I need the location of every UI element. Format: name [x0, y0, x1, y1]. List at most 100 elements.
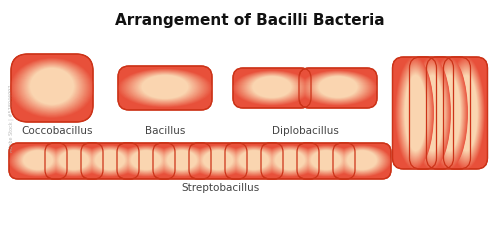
FancyBboxPatch shape — [11, 54, 93, 122]
Ellipse shape — [192, 147, 244, 175]
Ellipse shape — [436, 70, 462, 156]
Ellipse shape — [342, 149, 382, 172]
Ellipse shape — [15, 147, 61, 174]
Ellipse shape — [310, 74, 366, 101]
Ellipse shape — [453, 70, 479, 156]
Ellipse shape — [136, 74, 194, 101]
Ellipse shape — [134, 73, 196, 102]
Text: Bacillus: Bacillus — [145, 126, 185, 136]
Ellipse shape — [449, 62, 482, 164]
Ellipse shape — [161, 148, 203, 173]
Ellipse shape — [59, 150, 89, 170]
FancyBboxPatch shape — [261, 143, 319, 179]
Ellipse shape — [308, 149, 344, 171]
Ellipse shape — [268, 148, 312, 173]
Ellipse shape — [120, 146, 172, 175]
Ellipse shape — [200, 149, 236, 171]
Ellipse shape — [418, 68, 446, 158]
Ellipse shape — [127, 71, 203, 104]
Ellipse shape — [195, 147, 241, 174]
Text: Coccobacillus: Coccobacillus — [21, 126, 93, 136]
Ellipse shape — [20, 149, 57, 172]
Ellipse shape — [310, 150, 342, 170]
Ellipse shape — [23, 150, 53, 170]
Ellipse shape — [235, 71, 309, 105]
Ellipse shape — [198, 148, 238, 172]
Ellipse shape — [136, 73, 194, 101]
Ellipse shape — [262, 146, 318, 176]
Ellipse shape — [128, 149, 164, 171]
Ellipse shape — [450, 63, 482, 163]
Ellipse shape — [95, 150, 125, 170]
Ellipse shape — [90, 148, 130, 172]
FancyBboxPatch shape — [299, 68, 377, 108]
Ellipse shape — [430, 59, 467, 167]
Ellipse shape — [430, 58, 468, 168]
Ellipse shape — [124, 148, 168, 173]
Ellipse shape — [245, 74, 299, 101]
Ellipse shape — [84, 147, 136, 175]
Ellipse shape — [122, 70, 208, 106]
Ellipse shape — [22, 64, 82, 110]
Ellipse shape — [232, 147, 276, 174]
Ellipse shape — [228, 146, 280, 175]
Ellipse shape — [341, 148, 383, 173]
Ellipse shape — [158, 147, 206, 175]
Ellipse shape — [200, 149, 236, 172]
Ellipse shape — [154, 146, 210, 176]
Ellipse shape — [25, 65, 79, 108]
Ellipse shape — [252, 76, 292, 98]
Ellipse shape — [26, 66, 78, 107]
FancyBboxPatch shape — [118, 66, 212, 110]
Ellipse shape — [297, 145, 355, 177]
Ellipse shape — [82, 145, 138, 176]
Ellipse shape — [401, 68, 429, 158]
Ellipse shape — [334, 145, 390, 176]
Ellipse shape — [306, 149, 346, 172]
Ellipse shape — [266, 147, 314, 175]
Ellipse shape — [433, 64, 465, 162]
Ellipse shape — [192, 146, 244, 175]
Ellipse shape — [20, 63, 84, 112]
Ellipse shape — [339, 147, 385, 174]
Ellipse shape — [162, 149, 202, 172]
Ellipse shape — [414, 62, 449, 164]
Ellipse shape — [303, 72, 373, 104]
Text: Streptobacillus: Streptobacillus — [181, 183, 259, 193]
Ellipse shape — [160, 147, 204, 174]
Ellipse shape — [196, 148, 240, 173]
Ellipse shape — [133, 73, 197, 102]
Ellipse shape — [243, 73, 301, 102]
Ellipse shape — [398, 62, 432, 164]
Ellipse shape — [314, 75, 362, 100]
Ellipse shape — [131, 150, 161, 170]
Ellipse shape — [451, 66, 481, 160]
Ellipse shape — [311, 74, 365, 101]
Ellipse shape — [452, 67, 480, 159]
FancyBboxPatch shape — [444, 57, 488, 169]
Ellipse shape — [299, 70, 377, 106]
Ellipse shape — [396, 58, 434, 168]
Ellipse shape — [58, 150, 90, 170]
Ellipse shape — [54, 149, 94, 172]
Ellipse shape — [94, 150, 126, 170]
Ellipse shape — [53, 148, 95, 173]
Ellipse shape — [236, 149, 272, 171]
Ellipse shape — [194, 147, 242, 174]
Ellipse shape — [130, 150, 162, 171]
Ellipse shape — [230, 147, 278, 174]
Ellipse shape — [237, 72, 307, 104]
Ellipse shape — [237, 150, 271, 171]
Ellipse shape — [94, 150, 126, 171]
Ellipse shape — [122, 147, 170, 174]
Ellipse shape — [124, 70, 206, 105]
Ellipse shape — [335, 146, 389, 176]
Ellipse shape — [398, 63, 431, 163]
Ellipse shape — [12, 147, 64, 175]
Ellipse shape — [167, 150, 197, 170]
Ellipse shape — [202, 150, 234, 171]
Ellipse shape — [303, 147, 349, 174]
Ellipse shape — [397, 61, 432, 165]
Ellipse shape — [128, 149, 164, 172]
Ellipse shape — [9, 145, 67, 177]
